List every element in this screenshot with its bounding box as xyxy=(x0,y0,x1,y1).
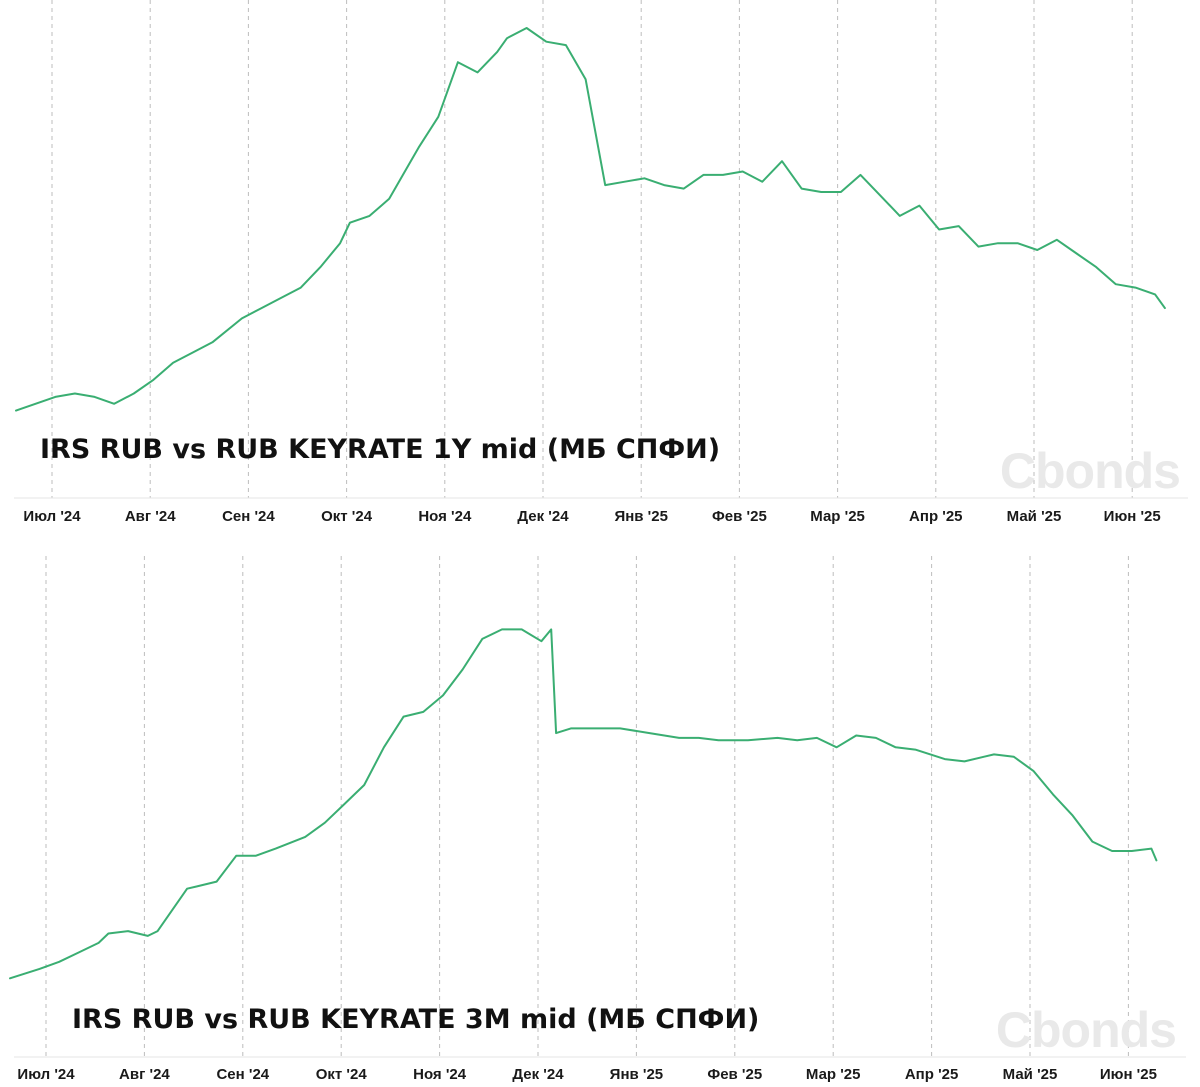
x-tick-label: Май '25 xyxy=(1007,508,1062,525)
x-axis-ticks: Июл '24 Авг '24 Сен '24 Окт '24 Ноя '24 Дек '… xyxy=(17,1066,1157,1083)
x-tick-label: Янв '25 xyxy=(610,1066,663,1083)
x-tick-label: Янв '25 xyxy=(614,508,667,525)
x-tick-label: Авг '24 xyxy=(119,1066,170,1083)
x-tick-label: Мар '25 xyxy=(810,508,865,525)
x-tick-label: Окт '24 xyxy=(321,508,373,525)
x-tick-label: Фев '25 xyxy=(712,508,767,525)
watermark-logo: Cbonds xyxy=(1000,443,1180,499)
x-tick-label: Окт '24 xyxy=(316,1066,368,1083)
x-tick-label: Апр '25 xyxy=(909,508,962,525)
x-tick-label: Июн '25 xyxy=(1100,1066,1157,1083)
x-tick-label: Ноя '24 xyxy=(413,1066,467,1083)
chart-panel-1y: Cbonds IRS RUB vs RUB KEYRATE 1Y mid (МБ… xyxy=(14,0,1188,525)
series-line-3m xyxy=(9,628,1158,980)
chart-panel-3m: Cbonds IRS RUB vs RUB KEYRATE 3M mid (МБ… xyxy=(9,556,1186,1083)
watermark-logo: Cbonds xyxy=(996,1002,1176,1058)
x-tick-label: Фев '25 xyxy=(707,1066,762,1083)
chart-title-3m: IRS RUB vs RUB KEYRATE 3M mid (МБ СПФИ) xyxy=(72,1004,759,1035)
x-axis-ticks: Июл '24 Авг '24 Сен '24 Окт '24 Ноя '24 Дек '… xyxy=(23,508,1160,525)
x-tick-label: Дек '24 xyxy=(512,1066,564,1083)
x-tick-label: Авг '24 xyxy=(125,508,176,525)
x-tick-label: Май '25 xyxy=(1003,1066,1058,1083)
x-tick-label: Июл '24 xyxy=(17,1066,75,1083)
chart-title-1y: IRS RUB vs RUB KEYRATE 1Y mid (МБ СПФИ) xyxy=(40,434,720,465)
x-tick-label: Ноя '24 xyxy=(418,508,472,525)
x-tick-label: Мар '25 xyxy=(806,1066,861,1083)
x-tick-label: Июн '25 xyxy=(1104,508,1161,525)
x-tick-label: Апр '25 xyxy=(905,1066,958,1083)
grid-lines xyxy=(45,556,1129,1057)
x-tick-label: Сен '24 xyxy=(216,1066,269,1083)
series-line-1y xyxy=(15,27,1166,412)
x-tick-label: Сен '24 xyxy=(222,508,275,525)
grid-lines xyxy=(51,0,1133,498)
x-tick-label: Дек '24 xyxy=(517,508,569,525)
x-tick-label: Июл '24 xyxy=(23,508,81,525)
